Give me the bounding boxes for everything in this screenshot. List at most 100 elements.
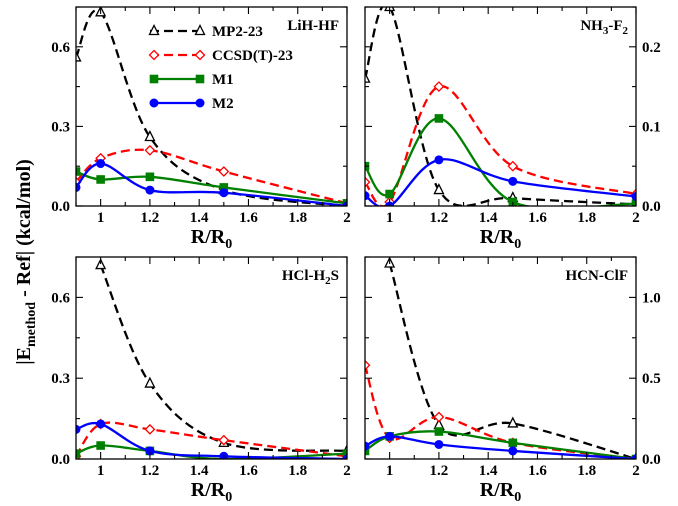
data-point	[631, 191, 636, 201]
data-point	[433, 411, 445, 423]
data-point	[365, 176, 371, 188]
data-point	[631, 199, 636, 206]
x-tick-label: 1.4	[479, 210, 498, 226]
x-tick-label: 1.6	[239, 463, 258, 479]
x-tick-label: 1.2	[430, 210, 449, 226]
x-tick-label: 1.6	[239, 210, 258, 226]
plot-frame	[364, 6, 637, 207]
data-point	[95, 258, 107, 270]
y-tick-label: 0.6	[51, 40, 70, 56]
y-tick-label: 0.1	[642, 119, 661, 135]
data-point	[96, 419, 106, 429]
data-point	[507, 160, 519, 172]
data-point	[144, 423, 156, 435]
series-group	[365, 257, 636, 459]
y-tick-label: 0.0	[51, 452, 70, 468]
data-point	[144, 376, 156, 388]
panel-2: 1 1.2 1.4 1.6 1.8 20.0 0.1 0.2 NH3-F2 R/R0	[364, 6, 661, 252]
data-point	[145, 185, 155, 195]
x-axis-label: R/R0	[191, 479, 232, 505]
data-point	[342, 454, 347, 459]
legend-entry: MP2-23	[148, 24, 263, 40]
series-line-ccsd-t-23	[365, 364, 636, 459]
panel-title: HCl-H2S	[282, 268, 339, 287]
x-tick-label: 1	[97, 463, 105, 479]
series-line-m1	[365, 117, 636, 206]
y-tick-label: 0.3	[51, 371, 70, 387]
legend-entry: M2	[149, 96, 234, 112]
x-tick-label: 1.6	[528, 210, 547, 226]
data-point	[508, 438, 518, 448]
x-tick-label: 2	[632, 463, 640, 479]
x-axis-label: R/R0	[191, 226, 232, 252]
data-point	[385, 189, 394, 199]
data-point	[76, 424, 81, 434]
series-line-mp2-23	[365, 7, 636, 206]
data-point	[96, 159, 106, 169]
y-tick-label: 0.0	[51, 199, 70, 215]
data-point	[434, 427, 444, 436]
data-point	[76, 167, 81, 176]
x-tick-label: 1	[386, 210, 394, 226]
data-point	[433, 183, 445, 195]
y-tick-label: 0.5	[642, 371, 661, 387]
data-point	[218, 166, 230, 177]
y-tick-label: 0.0	[642, 452, 661, 468]
panel-3: 1 1.2 1.4 1.6 1.8 2 0.0 0.3 0.6 HCl-H2S R/R0	[51, 256, 351, 505]
data-point	[144, 130, 156, 142]
legend-label: M1	[212, 72, 234, 88]
y-tick-label: 0.2	[642, 40, 661, 56]
x-tick-label: 1.4	[190, 463, 209, 479]
series-line-m2	[365, 158, 636, 206]
x-axis-label: R/R0	[480, 226, 521, 252]
series-line-m1	[76, 170, 347, 205]
x-tick-label: 1.8	[288, 463, 307, 479]
series-line-m2	[76, 422, 347, 459]
y-tick-label: 0.0	[642, 199, 661, 215]
x-tick-label: 1.2	[141, 210, 160, 226]
data-point	[342, 449, 347, 458]
plot-frame	[75, 6, 348, 207]
x-tick-label: 2	[632, 210, 640, 226]
data-point	[507, 416, 519, 428]
x-tick-label: 1.4	[190, 210, 209, 226]
panel-title: NH3-F2	[580, 18, 628, 37]
data-point	[433, 81, 445, 93]
x-tick-label: 1.8	[577, 210, 596, 226]
data-point	[219, 188, 229, 198]
plot-frame	[75, 256, 348, 460]
x-tick-label: 1	[386, 463, 394, 479]
data-point	[76, 182, 81, 192]
y-tick-label: 1.0	[642, 290, 661, 306]
x-axis-label: R/R0	[480, 479, 521, 505]
series-line-m2	[76, 162, 347, 206]
legend-entry: CCSD(T)-23	[148, 48, 293, 64]
plot-frame	[364, 256, 637, 460]
x-tick-label: 1.2	[430, 463, 449, 479]
panel-title: HCN-ClF	[566, 268, 629, 284]
data-point	[434, 155, 444, 165]
panel-1: 1 1.2 1.4 1.6 1.8 2 0.0 0.3 0.6 LiH-HF R/R0	[51, 6, 351, 252]
x-tick-label: 2	[343, 210, 351, 226]
data-point	[631, 454, 636, 459]
y-tick-label: 0.6	[51, 290, 70, 306]
legend-label: CCSD(T)-23	[212, 48, 293, 64]
y-tick-label: 0.3	[51, 119, 70, 135]
legend-label: M2	[212, 96, 234, 112]
y-axis-label: |Emethod - Ref| (kcal/mol)	[13, 159, 39, 365]
data-point	[508, 446, 518, 456]
series-line-mp2-23	[388, 263, 636, 459]
series-group	[76, 7, 347, 206]
data-point	[96, 175, 105, 184]
data-point	[76, 50, 82, 62]
x-tick-label: 2	[343, 463, 351, 479]
series-line-m1	[365, 430, 636, 459]
x-tick-label: 1.8	[288, 210, 307, 226]
x-tick-label: 1.6	[528, 463, 547, 479]
data-point	[508, 176, 518, 186]
data-point	[342, 201, 347, 206]
panel-4: 1 1.2 1.4 1.6 1.8 20.0 0.5 1.0 HCN-ClF R/R0	[364, 256, 661, 505]
data-point	[145, 172, 155, 182]
